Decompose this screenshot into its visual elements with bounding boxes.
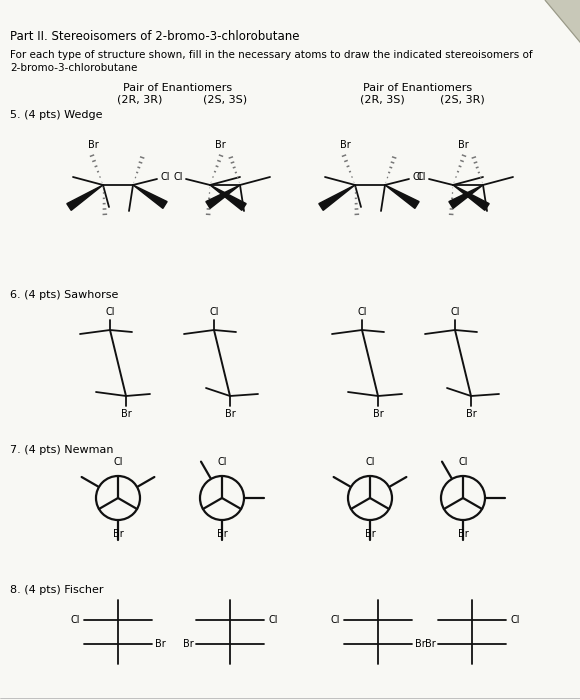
Text: Cl: Cl	[416, 172, 426, 182]
Text: Cl: Cl	[458, 457, 467, 467]
Text: For each type of structure shown, fill in the necessary atoms to draw the indica: For each type of structure shown, fill i…	[10, 50, 532, 60]
Text: Cl: Cl	[412, 172, 422, 182]
Polygon shape	[210, 185, 246, 211]
Text: 8. (4 pts) Fischer: 8. (4 pts) Fischer	[10, 585, 103, 595]
Polygon shape	[319, 185, 355, 211]
Text: (2R, 3S): (2R, 3S)	[360, 95, 404, 105]
Polygon shape	[133, 185, 167, 209]
Text: (2S, 3S): (2S, 3S)	[203, 95, 247, 105]
Text: 5. (4 pts) Wedge: 5. (4 pts) Wedge	[10, 110, 103, 120]
Polygon shape	[453, 185, 489, 211]
Text: Br: Br	[224, 409, 235, 419]
Text: Br: Br	[215, 140, 226, 150]
Text: Br: Br	[425, 639, 436, 649]
Text: Br: Br	[466, 409, 476, 419]
Text: Cl: Cl	[173, 172, 183, 182]
Text: Cl: Cl	[105, 307, 115, 317]
Text: 2-bromo-3-chlorobutane: 2-bromo-3-chlorobutane	[10, 63, 137, 73]
Text: Pair of Enantiomers: Pair of Enantiomers	[124, 83, 233, 93]
Text: Br: Br	[372, 409, 383, 419]
Polygon shape	[206, 185, 240, 209]
Text: Br: Br	[155, 639, 165, 649]
Polygon shape	[67, 185, 103, 211]
Text: Br: Br	[216, 529, 227, 539]
Text: Cl: Cl	[113, 457, 123, 467]
Text: Br: Br	[121, 409, 132, 419]
Text: Br: Br	[340, 140, 350, 150]
Text: Cl: Cl	[450, 307, 460, 317]
Text: Part II. Stereoisomers of 2-bromo-3-chlorobutane: Part II. Stereoisomers of 2-bromo-3-chlo…	[10, 30, 299, 43]
Text: Br: Br	[113, 529, 124, 539]
Text: Br: Br	[415, 639, 425, 649]
Text: (2R, 3R): (2R, 3R)	[117, 95, 162, 105]
Text: Br: Br	[458, 140, 469, 150]
Text: Cl: Cl	[218, 457, 227, 467]
Text: Pair of Enantiomers: Pair of Enantiomers	[364, 83, 473, 93]
Text: Cl: Cl	[268, 615, 278, 625]
Text: Cl: Cl	[510, 615, 520, 625]
Polygon shape	[545, 0, 580, 42]
Text: Cl: Cl	[160, 172, 170, 182]
Text: Cl: Cl	[365, 457, 375, 467]
Text: 7. (4 pts) Newman: 7. (4 pts) Newman	[10, 445, 114, 455]
Text: Br: Br	[88, 140, 99, 150]
Text: Br: Br	[365, 529, 375, 539]
Text: Cl: Cl	[330, 615, 340, 625]
Text: Br: Br	[183, 639, 193, 649]
Text: 6. (4 pts) Sawhorse: 6. (4 pts) Sawhorse	[10, 290, 118, 300]
Text: (2S, 3R): (2S, 3R)	[440, 95, 484, 105]
Text: Br: Br	[458, 529, 469, 539]
Polygon shape	[449, 185, 483, 209]
Text: Cl: Cl	[70, 615, 80, 625]
Polygon shape	[385, 185, 419, 209]
Text: Cl: Cl	[357, 307, 367, 317]
Text: Cl: Cl	[209, 307, 219, 317]
